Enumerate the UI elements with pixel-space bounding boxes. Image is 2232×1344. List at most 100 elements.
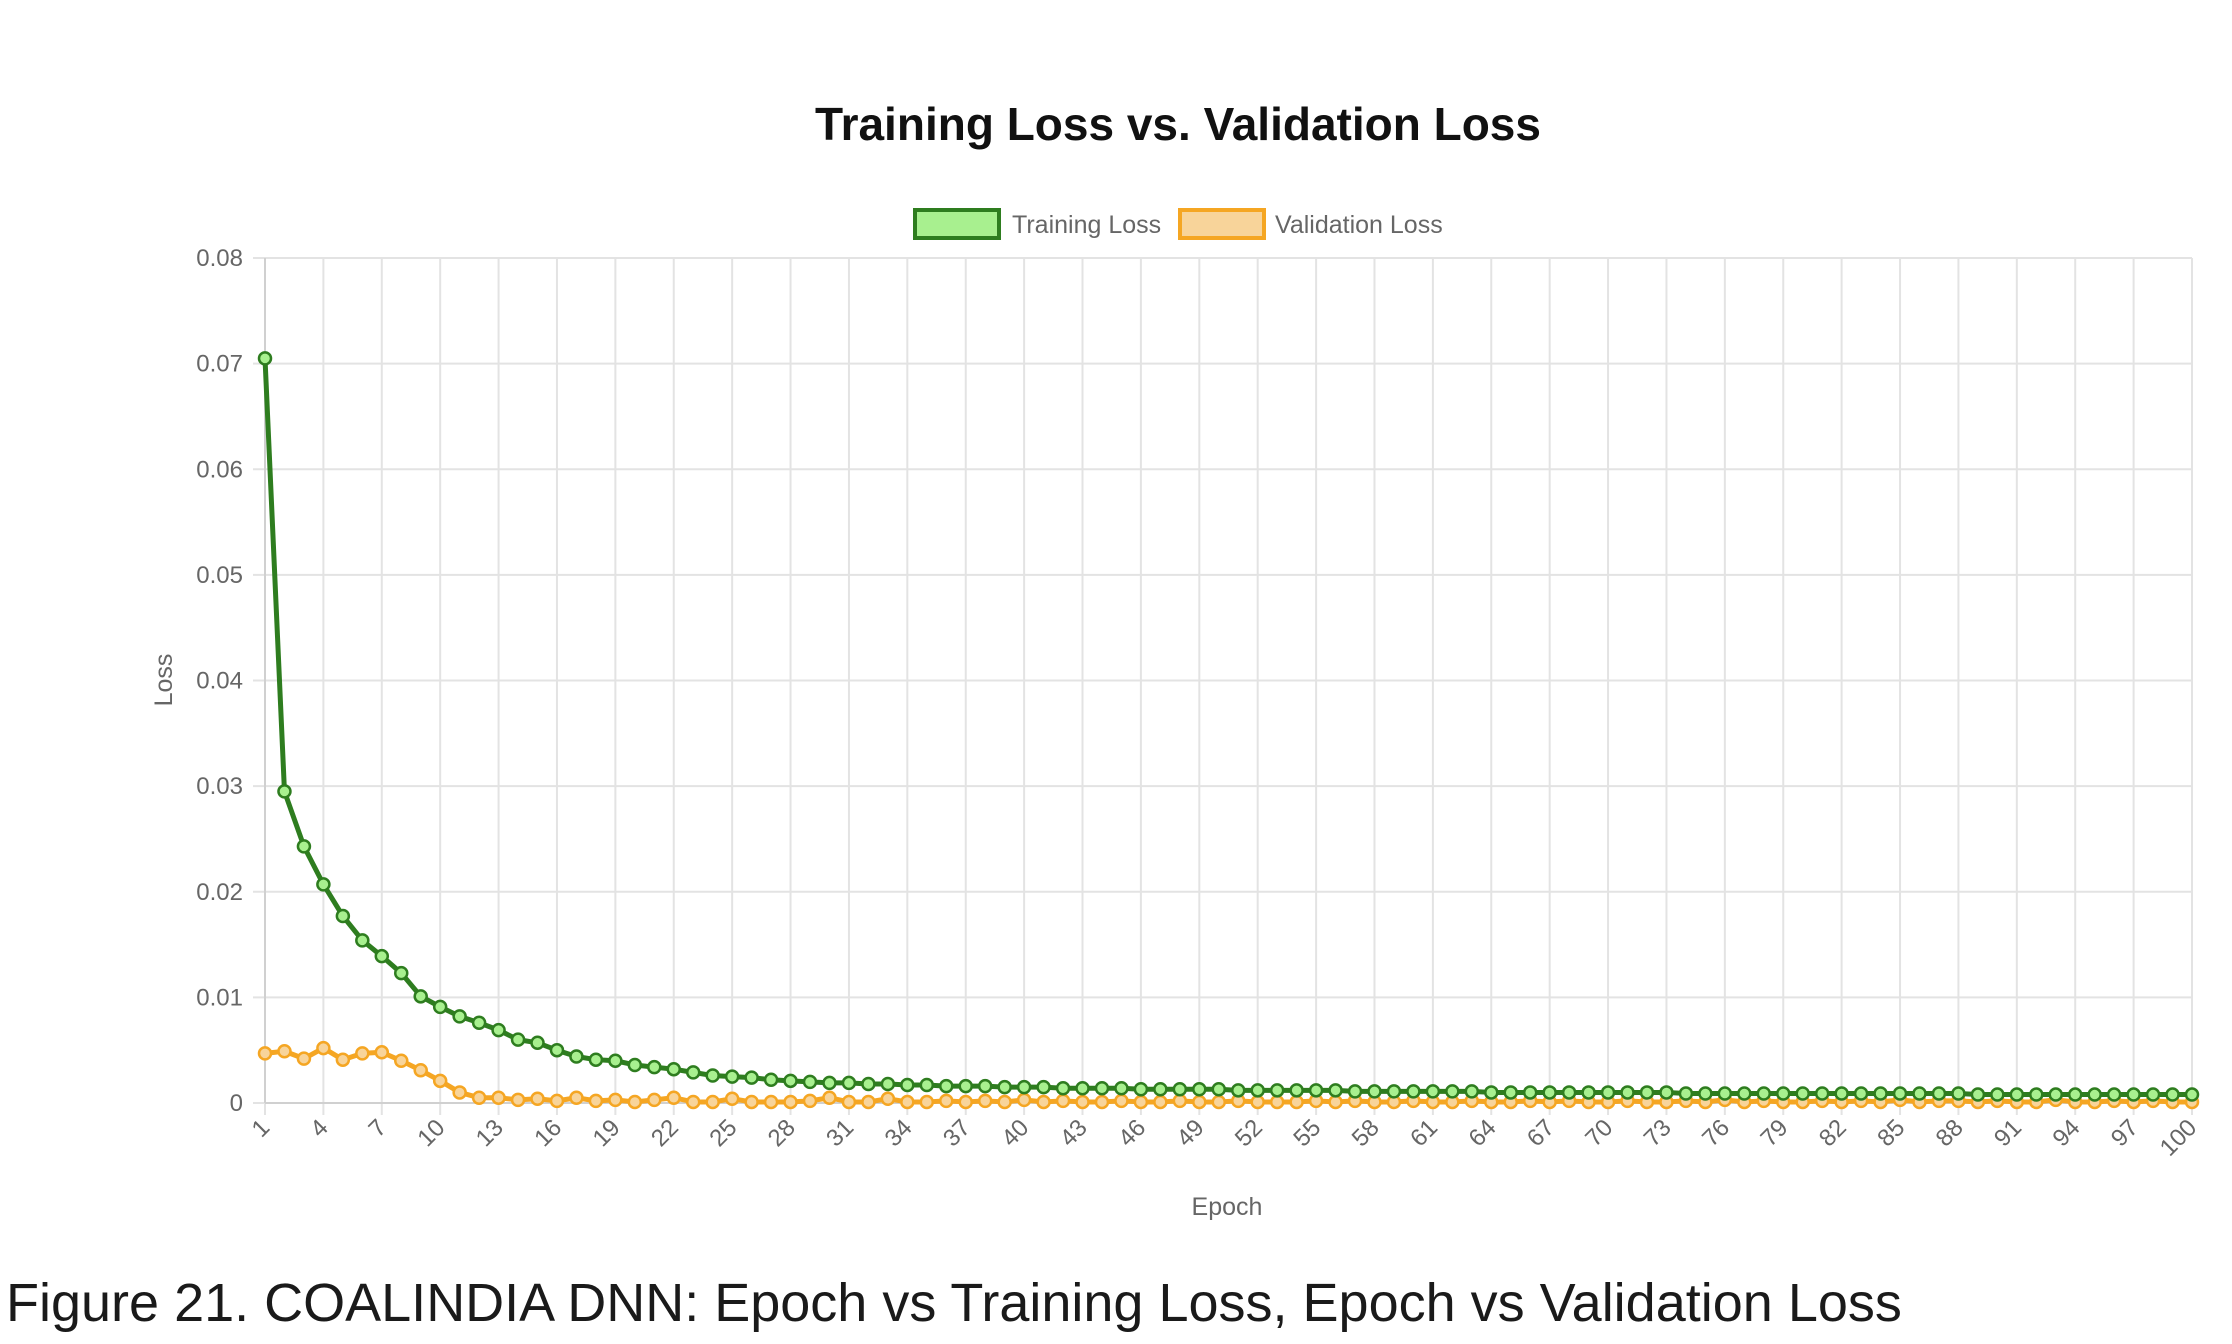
data-point[interactable]	[1581, 1085, 1596, 1100]
data-point[interactable]	[977, 1078, 993, 1094]
data-point[interactable]	[1211, 1082, 1227, 1097]
data-point[interactable]	[1990, 1087, 2005, 1102]
data-point[interactable]	[627, 1057, 643, 1073]
data-point[interactable]	[1795, 1086, 1810, 1101]
data-point[interactable]	[841, 1094, 857, 1110]
data-point[interactable]	[549, 1093, 565, 1109]
data-point[interactable]	[1347, 1084, 1363, 1099]
data-point[interactable]	[510, 1032, 526, 1047]
data-point[interactable]	[413, 989, 428, 1004]
data-point[interactable]	[1503, 1085, 1518, 1100]
data-point[interactable]	[841, 1075, 857, 1091]
data-point[interactable]	[1055, 1093, 1071, 1109]
data-point[interactable]	[1756, 1086, 1772, 1101]
data-point[interactable]	[2029, 1087, 2044, 1102]
data-point[interactable]	[685, 1094, 701, 1110]
data-point[interactable]	[977, 1093, 993, 1109]
data-point[interactable]	[1153, 1082, 1168, 1097]
data-point[interactable]	[1094, 1094, 1110, 1110]
data-point[interactable]	[880, 1076, 896, 1092]
data-point[interactable]	[1931, 1086, 1947, 1101]
data-point[interactable]	[763, 1072, 779, 1088]
data-point[interactable]	[1114, 1093, 1129, 1109]
data-point[interactable]	[1561, 1085, 1577, 1100]
data-point[interactable]	[647, 1092, 662, 1108]
data-point[interactable]	[2087, 1087, 2102, 1102]
data-point[interactable]	[900, 1077, 915, 1093]
data-point[interactable]	[2165, 1087, 2180, 1102]
data-point[interactable]	[958, 1078, 973, 1094]
data-point[interactable]	[1484, 1085, 1499, 1100]
data-point[interactable]	[1717, 1086, 1733, 1101]
data-point[interactable]	[374, 948, 390, 964]
data-point[interactable]	[1386, 1084, 1402, 1099]
data-point[interactable]	[744, 1070, 759, 1085]
data-point[interactable]	[1737, 1086, 1752, 1101]
data-point[interactable]	[569, 1049, 584, 1064]
data-point[interactable]	[1211, 1094, 1227, 1110]
data-point[interactable]	[685, 1065, 701, 1080]
data-point[interactable]	[880, 1091, 896, 1107]
data-point[interactable]	[861, 1094, 876, 1110]
data-point[interactable]	[627, 1094, 643, 1110]
data-point[interactable]	[705, 1094, 720, 1110]
data-point[interactable]	[1328, 1083, 1343, 1098]
data-point[interactable]	[452, 1085, 467, 1100]
data-point[interactable]	[724, 1091, 740, 1107]
data-point[interactable]	[1367, 1084, 1382, 1099]
data-point[interactable]	[1036, 1079, 1051, 1095]
data-point[interactable]	[608, 1053, 623, 1068]
data-point[interactable]	[1094, 1080, 1110, 1096]
data-point[interactable]	[1172, 1093, 1188, 1109]
data-point[interactable]	[783, 1094, 798, 1110]
data-point[interactable]	[919, 1094, 935, 1110]
data-point[interactable]	[549, 1042, 565, 1058]
data-point[interactable]	[1620, 1085, 1635, 1100]
data-point[interactable]	[257, 1046, 273, 1061]
legend-item-training-loss[interactable]: Training Loss	[913, 208, 1161, 240]
data-point[interactable]	[1172, 1082, 1188, 1097]
data-point[interactable]	[647, 1059, 662, 1075]
data-point[interactable]	[1775, 1086, 1791, 1101]
data-point[interactable]	[1814, 1086, 1830, 1101]
data-point[interactable]	[1114, 1080, 1129, 1096]
data-point[interactable]	[1542, 1085, 1557, 1100]
data-point[interactable]	[1678, 1086, 1694, 1101]
data-point[interactable]	[588, 1093, 604, 1109]
data-point[interactable]	[530, 1091, 545, 1107]
data-point[interactable]	[1016, 1079, 1032, 1095]
data-point[interactable]	[1153, 1094, 1168, 1110]
data-point[interactable]	[1075, 1080, 1090, 1096]
data-point[interactable]	[1659, 1085, 1674, 1100]
data-point[interactable]	[471, 1090, 487, 1105]
data-point[interactable]	[1328, 1094, 1343, 1110]
data-point[interactable]	[569, 1090, 584, 1105]
data-point[interactable]	[1016, 1092, 1032, 1108]
data-point[interactable]	[1269, 1094, 1285, 1110]
data-point[interactable]	[802, 1074, 818, 1090]
data-point[interactable]	[588, 1052, 604, 1067]
data-point[interactable]	[316, 1040, 331, 1056]
data-point[interactable]	[608, 1092, 623, 1108]
data-point[interactable]	[919, 1077, 935, 1093]
data-point[interactable]	[2126, 1087, 2141, 1102]
data-point[interactable]	[277, 784, 292, 799]
data-point[interactable]	[705, 1068, 720, 1083]
data-point[interactable]	[1600, 1085, 1616, 1100]
data-point[interactable]	[413, 1063, 428, 1078]
data-point[interactable]	[296, 839, 312, 854]
data-point[interactable]	[1698, 1086, 1713, 1101]
data-point[interactable]	[1055, 1080, 1071, 1096]
data-point[interactable]	[1269, 1083, 1285, 1098]
data-point[interactable]	[1892, 1086, 1908, 1101]
data-point[interactable]	[1522, 1085, 1538, 1100]
data-point[interactable]	[2048, 1087, 2063, 1102]
data-point[interactable]	[432, 999, 448, 1015]
data-point[interactable]	[1192, 1094, 1207, 1110]
data-point[interactable]	[1230, 1083, 1246, 1098]
data-point[interactable]	[1250, 1094, 1265, 1110]
data-point[interactable]	[666, 1061, 682, 1077]
data-point[interactable]	[744, 1094, 759, 1110]
data-point[interactable]	[1133, 1094, 1149, 1110]
data-point[interactable]	[316, 877, 331, 892]
